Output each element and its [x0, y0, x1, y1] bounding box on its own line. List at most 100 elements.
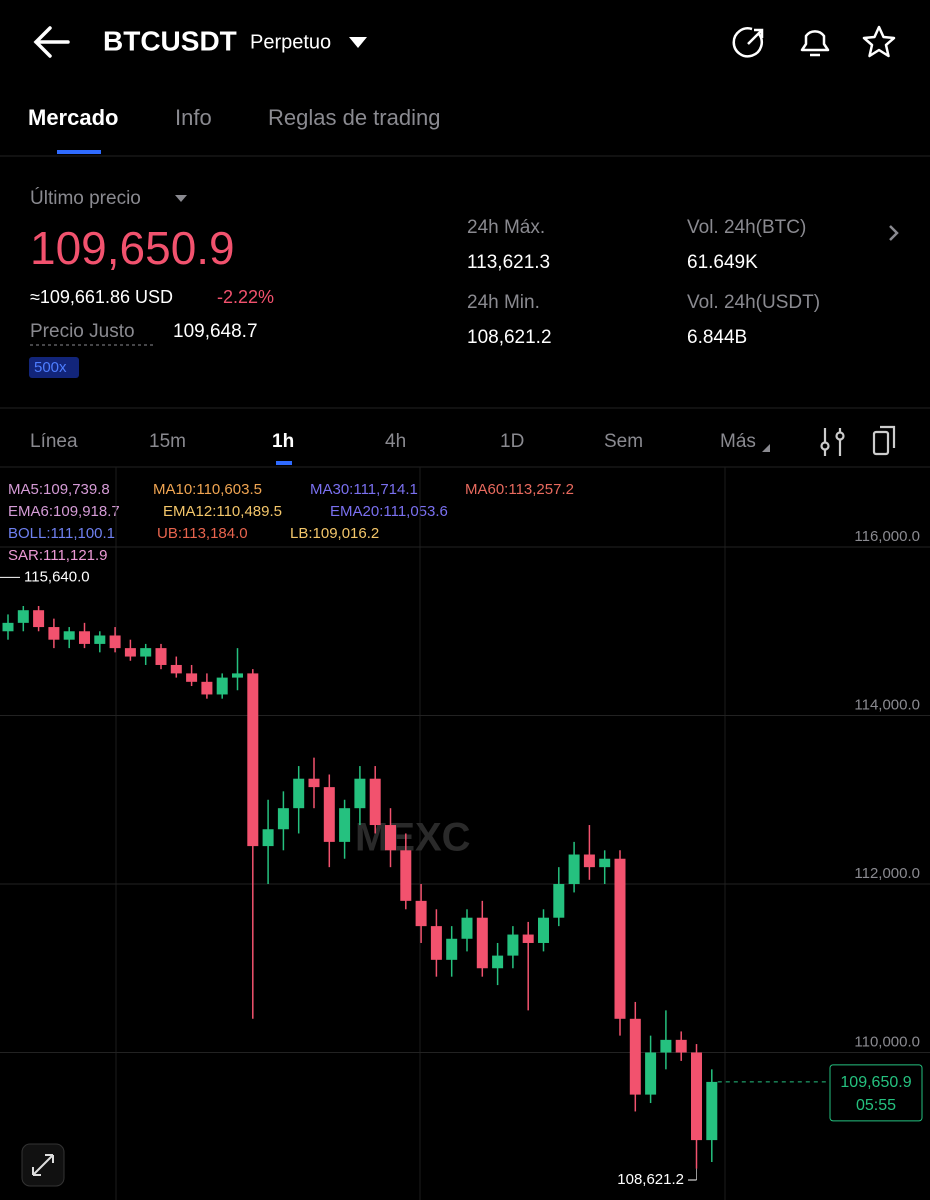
candle-body: [446, 938, 458, 960]
interval-active[interactable]: 1h: [272, 431, 294, 452]
tab-indicator: [57, 150, 101, 154]
candle-body: [583, 854, 595, 868]
stat-value: 61.649K: [687, 252, 758, 273]
candle-body: [216, 677, 228, 695]
last-price-label: 109,650.9: [840, 1074, 911, 1091]
interval[interactable]: Sem: [604, 431, 643, 452]
title: BTCUSDT: [103, 25, 237, 56]
candle-body: [522, 934, 534, 943]
indicator: MA60:113,257.2: [465, 481, 574, 498]
low-marker-label: 108,621.2: [617, 1171, 684, 1188]
candle-body: [507, 934, 519, 956]
indicator: EMA6:109,918.7: [8, 503, 120, 520]
back-icon[interactable]: [33, 26, 70, 58]
tab[interactable]: Info: [175, 105, 212, 130]
interval-indicator: [276, 461, 292, 465]
candle-body: [94, 635, 106, 644]
chevron-icon[interactable]: [889, 225, 899, 241]
stat-label: Vol. 24h(BTC): [687, 217, 806, 238]
stat-value: 108,621.2: [467, 327, 552, 348]
indicator: BOLL:111,100.1: [8, 525, 115, 542]
candle-body: [461, 917, 473, 939]
candle-body: [109, 635, 121, 649]
candle-body: [155, 648, 167, 665]
stat-label: 24h Máx.: [467, 217, 545, 238]
stat-label: Vol. 24h(USDT): [687, 292, 820, 313]
candle-body: [308, 778, 320, 788]
candle-body: [691, 1052, 702, 1141]
candle-body: [492, 955, 504, 969]
star-icon[interactable]: [862, 25, 896, 58]
candle-body: [568, 854, 580, 885]
bell-icon[interactable]: [800, 30, 830, 57]
candle-body: [614, 858, 626, 1019]
candle-body: [33, 610, 45, 628]
dropdown-icon: [175, 195, 187, 202]
settings-icon[interactable]: [820, 428, 845, 456]
tab-active[interactable]: Mercado: [28, 105, 118, 130]
leverage: 500x: [34, 359, 67, 376]
candle-body: [323, 787, 335, 842]
candle-body: [553, 884, 565, 918]
candle-body: [201, 681, 213, 695]
candle-body: [629, 1018, 641, 1095]
countdown: 05:55: [856, 1097, 896, 1114]
tab[interactable]: Reglas de trading: [268, 105, 440, 130]
indicator: MA5:109,739.8: [8, 481, 110, 498]
candle-body: [277, 808, 289, 830]
candle-body: [48, 627, 60, 640]
price-label[interactable]: Último precio: [30, 187, 141, 209]
candle-body: [232, 673, 243, 678]
candle-body: [430, 926, 442, 960]
interval[interactable]: 15m: [149, 431, 186, 452]
candle-body: [339, 808, 351, 842]
refresh-icon[interactable]: [732, 27, 764, 58]
candle-body: [2, 622, 14, 632]
candle-body: [599, 858, 611, 868]
candle-body: [400, 850, 412, 901]
indicator: MA30:111,714.1: [310, 481, 418, 498]
candle-body: [538, 917, 549, 943]
candle-body: [354, 778, 366, 809]
candle-body: [706, 1081, 718, 1141]
dropdown-icon[interactable]: [349, 37, 367, 48]
price-change: -2.22%: [217, 287, 274, 307]
candle-body: [124, 648, 136, 657]
interval[interactable]: Más: [720, 431, 756, 452]
candle-body: [369, 778, 381, 826]
fair-price: 109,648.7: [173, 321, 258, 342]
candle-body: [660, 1039, 672, 1053]
candle-body: [262, 829, 274, 847]
fair-price-label[interactable]: Precio Justo: [30, 321, 135, 342]
indicator: MA10:110,603.5: [153, 481, 262, 498]
candle-body: [186, 673, 198, 682]
candle-body: [247, 673, 259, 847]
candle-body: [293, 778, 305, 809]
indicator: SAR:111,121.9: [8, 547, 108, 564]
leverage-badge: [29, 357, 79, 378]
candle-body: [476, 917, 488, 969]
interval[interactable]: 4h: [385, 431, 406, 452]
interval[interactable]: 1D: [500, 431, 524, 452]
interval[interactable]: Línea: [30, 431, 78, 452]
candle-body: [675, 1039, 687, 1053]
more-icon: [762, 444, 770, 452]
candle-body: [63, 631, 75, 640]
stat-value: 6.844B: [687, 327, 747, 348]
expand-icon: [32, 1154, 54, 1176]
high-marker-label: 115,640.0: [24, 568, 90, 585]
candle-body: [645, 1052, 657, 1095]
chart: 116,000.0 114,000.0 112,000.0 110,000.0 109,…: [0, 528, 930, 1188]
candle-body: [415, 900, 427, 927]
candle-body: [140, 648, 152, 657]
subtitle[interactable]: Perpetuo: [250, 31, 331, 53]
copy-icon[interactable]: [872, 425, 896, 456]
last-price-tag: [829, 1064, 923, 1122]
usd-price: ≈109,661.86 USD: [30, 287, 173, 307]
candle-body: [385, 825, 396, 851]
y-tick-label: 114,000.0: [854, 696, 920, 713]
indicator: EMA20:111,053.6: [330, 503, 448, 520]
